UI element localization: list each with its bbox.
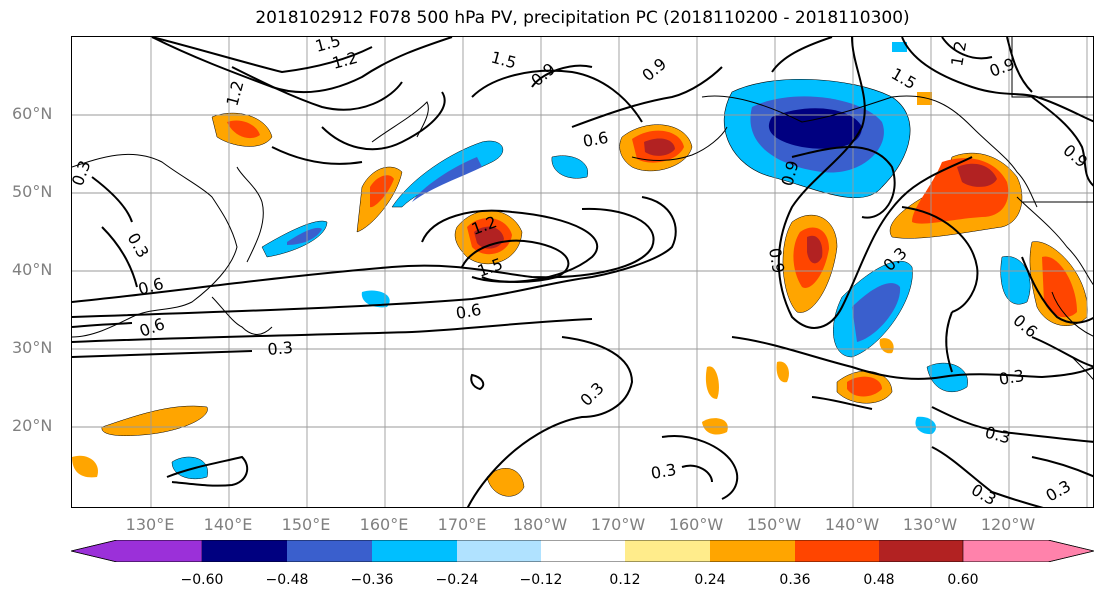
pv-contours: [72, 37, 1093, 507]
contour-label: 0.6: [137, 314, 167, 341]
colorbar-segment: [372, 540, 457, 562]
contour-label: 0.6: [581, 128, 609, 151]
map-title: 2018102912 F078 500 hPa PV, precipitatio…: [255, 8, 910, 28]
lon-label: 160°E: [359, 515, 409, 534]
lon-label: 140°W: [824, 515, 880, 534]
map-canvas: 1.5 1.2 1.5 0.9 0.9 1.2 0.9 1.5 1.2 0.9 …: [72, 37, 1093, 508]
colorbar-segment: [962, 539, 1095, 563]
contour-label: 1.2: [947, 39, 970, 67]
colorbar-segment: [795, 540, 879, 562]
lat-label: 60°N: [12, 104, 53, 123]
lat-label: 30°N: [12, 338, 53, 357]
contour-label: 0.9: [1059, 141, 1091, 172]
colorbar-tick: −0.36: [350, 572, 394, 588]
colorbar-tick: −0.48: [265, 572, 309, 588]
colorbar-tick: 0.12: [609, 572, 641, 588]
contour-labels: 1.5 1.2 1.5 0.9 0.9 1.2 0.9 1.5 1.2 0.9 …: [72, 37, 1091, 508]
graticule: [72, 37, 1093, 507]
colorbar-tick: 0.24: [694, 572, 726, 588]
colorbar-segment: [710, 540, 795, 562]
contour-label: 0.9: [638, 54, 670, 85]
colorbar-tick: −0.12: [519, 572, 563, 588]
lon-label: 140°E: [203, 515, 253, 534]
contour-label: 0.6: [1009, 311, 1041, 342]
colorbar-svg: [70, 539, 1095, 563]
contour-label: 0.3: [267, 338, 294, 359]
lon-label: 150°W: [746, 515, 802, 534]
colorbar-segment: [625, 540, 710, 562]
lon-label: 180°W: [512, 515, 568, 534]
colorbar-segment: [457, 540, 541, 562]
contour-label: 1.5: [489, 48, 519, 73]
contour-label: 0.3: [124, 230, 153, 262]
colorbar-tick: 0.36: [779, 572, 811, 588]
contour-label: 0.9: [765, 246, 788, 274]
lat-label: 20°N: [12, 416, 53, 435]
contour-label: 0.6: [454, 300, 482, 323]
coastlines: [72, 37, 1093, 381]
lon-label: 170°E: [437, 515, 487, 534]
colorbar-tick: 0.60: [947, 572, 979, 588]
lon-label: 170°W: [590, 515, 646, 534]
contour-label: 1.5: [888, 64, 920, 93]
colorbar-segment: [202, 540, 287, 562]
lon-label: 130°E: [125, 515, 175, 534]
lon-label: 120°W: [980, 515, 1036, 534]
colorbar: [70, 539, 1095, 563]
contour-label: 0.3: [649, 460, 677, 483]
colorbar-segment: [541, 540, 625, 562]
contour-label: 0.3: [983, 423, 1013, 448]
colorbar-segment: [70, 539, 203, 563]
contour-label: 0.6: [136, 274, 166, 299]
map-panel: 1.5 1.2 1.5 0.9 0.9 1.2 0.9 1.5 1.2 0.9 …: [71, 36, 1094, 508]
colorbar-segment: [287, 540, 372, 562]
precip-positive-fields: [72, 92, 1088, 497]
contour-label: 0.3: [1043, 476, 1075, 505]
contour-label: 1.2: [330, 48, 360, 73]
contour-label: 0.3: [72, 158, 94, 188]
contour-label: 0.3: [997, 366, 1025, 389]
lon-label: 160°W: [668, 515, 724, 534]
colorbar-segment: [879, 540, 963, 562]
lat-label: 40°N: [12, 260, 53, 279]
colorbar-tick: −0.60: [180, 572, 224, 588]
contour-label: 0.3: [576, 378, 607, 409]
lat-label: 50°N: [12, 182, 53, 201]
contour-label: 1.2: [223, 79, 248, 109]
lon-label: 130°W: [902, 515, 958, 534]
contour-label: 1.5: [313, 37, 343, 56]
lon-label: 150°E: [281, 515, 331, 534]
colorbar-tick: −0.24: [435, 572, 479, 588]
colorbar-tick: 0.48: [863, 572, 895, 588]
contour-label: 0.3: [968, 480, 1000, 508]
